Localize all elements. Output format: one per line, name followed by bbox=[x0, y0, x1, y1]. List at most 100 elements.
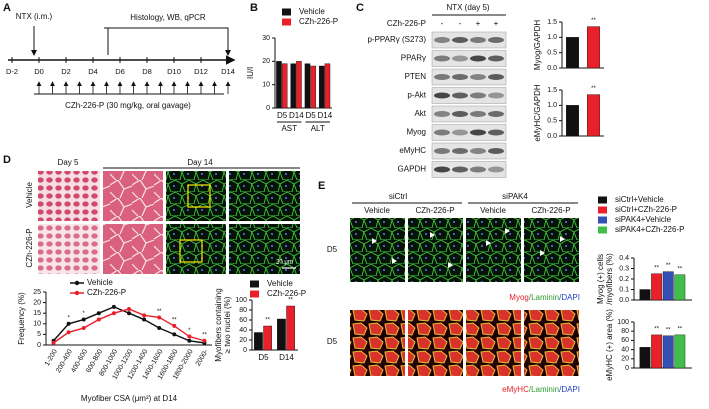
y-tick-label: 0.5 bbox=[547, 118, 557, 125]
significance: * bbox=[83, 311, 86, 317]
point bbox=[81, 317, 86, 322]
blot-band bbox=[452, 92, 468, 99]
point bbox=[187, 334, 192, 339]
stain-caption: eMyHC/Laminin/DAPI bbox=[502, 385, 580, 394]
blot-band bbox=[434, 92, 450, 99]
point bbox=[51, 340, 56, 345]
y-tick-label: 10 bbox=[262, 82, 270, 89]
bar bbox=[674, 274, 686, 301]
y-tick-label: 0.2 bbox=[619, 276, 629, 283]
significance: ** bbox=[288, 298, 293, 304]
lane-label: + bbox=[476, 19, 481, 28]
group-label: AST bbox=[281, 124, 297, 133]
point bbox=[66, 330, 71, 335]
stain-name: /DAPI bbox=[559, 385, 580, 394]
y-tick-label: 1.5 bbox=[547, 19, 557, 26]
blot-band bbox=[470, 129, 486, 136]
blot bbox=[431, 68, 507, 86]
blot-band bbox=[488, 37, 504, 43]
legend-label: Vehicle bbox=[299, 7, 325, 16]
x-tick-label: D14 bbox=[318, 111, 333, 120]
y-tick-label: 60 bbox=[239, 317, 247, 324]
blot-band bbox=[434, 129, 450, 136]
x-tick-label: 1-200 bbox=[44, 348, 59, 367]
x-tick-label: D14 bbox=[289, 111, 304, 120]
y-tick-label: 0.5 bbox=[547, 50, 557, 57]
bar bbox=[296, 61, 302, 109]
significance: ** bbox=[666, 263, 671, 269]
blot-band bbox=[452, 129, 468, 136]
y-tick-label: 0.0 bbox=[547, 133, 557, 140]
blot-band bbox=[470, 166, 486, 173]
legend-swatch bbox=[598, 196, 607, 204]
point bbox=[142, 313, 147, 318]
legend-label: CZh-226-P bbox=[267, 289, 306, 298]
group-label: siCtrl bbox=[389, 192, 407, 201]
blot-band bbox=[488, 74, 504, 80]
blot-band bbox=[488, 148, 504, 154]
panel-letter: C bbox=[356, 2, 364, 14]
lane-label: + bbox=[494, 19, 499, 28]
fluorescence-images bbox=[350, 218, 579, 376]
y-tick-label: 0 bbox=[266, 105, 270, 112]
bar bbox=[651, 334, 663, 369]
blot-label: p-Akt bbox=[407, 91, 426, 100]
group-label: siPAK4 bbox=[502, 192, 528, 201]
row-label: D5 bbox=[327, 245, 338, 254]
legend-label: siPAK4+CZh-226-P bbox=[615, 225, 684, 234]
x-tick-label: D5 bbox=[258, 353, 269, 362]
point bbox=[96, 317, 101, 322]
bar bbox=[662, 271, 674, 301]
blot-band bbox=[434, 37, 450, 43]
panel-letter: A bbox=[3, 2, 11, 14]
blot-label: eMyHC bbox=[399, 146, 426, 155]
y-axis-title: Frequency (%) bbox=[17, 292, 26, 345]
y-tick-label: 100 bbox=[235, 297, 247, 304]
y-axis-title: /myofibers (%) bbox=[605, 253, 614, 305]
blot-band bbox=[488, 92, 504, 99]
blot-band bbox=[470, 111, 486, 117]
significance: ** bbox=[172, 317, 177, 323]
row-label: Vehicle bbox=[25, 182, 34, 208]
blot-band bbox=[488, 111, 504, 117]
point bbox=[96, 311, 101, 316]
point bbox=[66, 321, 71, 326]
y-tick-label: 0.3 bbox=[619, 265, 629, 272]
x-tick-label: 2000- bbox=[195, 348, 210, 368]
blot bbox=[431, 142, 507, 160]
bar bbox=[276, 61, 282, 109]
y-tick-label: 20 bbox=[262, 58, 270, 65]
legend-swatch bbox=[282, 8, 291, 16]
significance: ** bbox=[591, 86, 596, 92]
blot-band bbox=[434, 148, 450, 154]
blot-band bbox=[488, 55, 504, 62]
lane-label: - bbox=[441, 19, 444, 28]
legend-swatch bbox=[250, 280, 259, 288]
bar bbox=[281, 63, 288, 109]
x-tick-label: D14 bbox=[279, 353, 294, 362]
day-label: D0 bbox=[34, 67, 44, 76]
day-label: D4 bbox=[88, 67, 98, 76]
y-tick-label: 10 bbox=[33, 321, 41, 328]
blot-label: Akt bbox=[414, 109, 426, 118]
legend-label: CZh-226-P bbox=[87, 288, 126, 297]
significance: ** bbox=[202, 332, 207, 338]
y-tick-label: 100 bbox=[617, 319, 629, 326]
stain-name: eMyHC bbox=[502, 385, 529, 394]
blot-label: p-PPARγ (S273) bbox=[367, 35, 426, 44]
day-label: D-2 bbox=[6, 67, 18, 76]
y-tick-label: 20 bbox=[33, 299, 41, 306]
y-axis-title: ≥ two nuclei (%) bbox=[223, 296, 232, 353]
significance: ** bbox=[591, 18, 596, 24]
legend-label: Vehicle bbox=[87, 278, 113, 287]
legend-swatch bbox=[598, 226, 607, 234]
blot bbox=[431, 50, 507, 67]
bar bbox=[566, 37, 580, 69]
bar bbox=[290, 63, 297, 109]
column-label: Vehicle bbox=[480, 206, 506, 215]
legend-label: siCtrl+Vehicle bbox=[615, 195, 664, 204]
legend-swatch bbox=[74, 290, 80, 296]
timeline bbox=[8, 26, 236, 95]
panel-letter: B bbox=[250, 2, 258, 14]
